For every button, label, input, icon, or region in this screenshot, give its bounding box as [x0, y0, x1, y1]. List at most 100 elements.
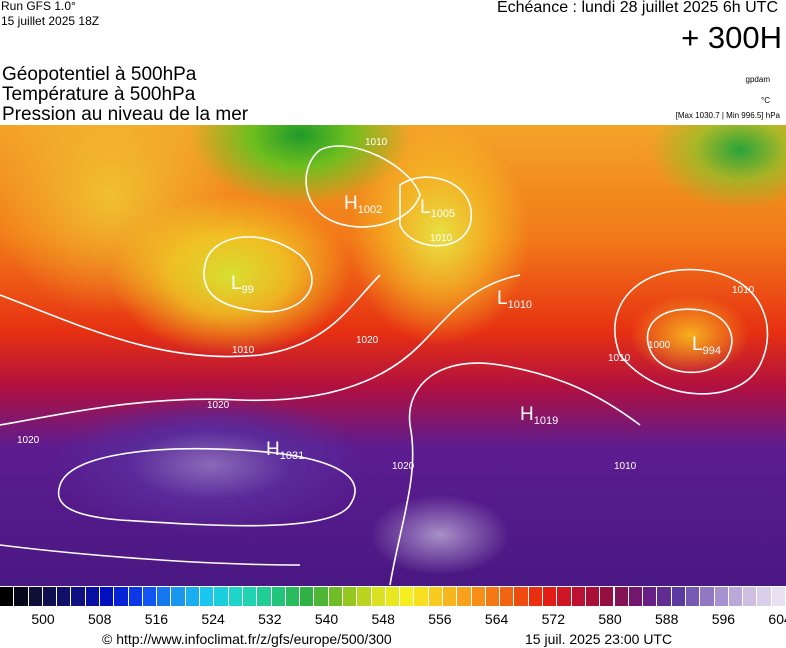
isobar-label: 1020 — [207, 400, 230, 411]
center-value: 1002 — [357, 204, 383, 216]
colorbar-label: 508 — [88, 611, 112, 627]
color-swatch — [285, 587, 300, 606]
isobar — [389, 362, 641, 586]
color-swatch — [500, 587, 514, 606]
center-value: 99 — [241, 284, 254, 296]
isobar-label: 1020 — [392, 461, 415, 472]
color-swatch — [400, 587, 414, 606]
colorbar-label: 572 — [541, 611, 565, 627]
color-swatch — [228, 587, 242, 606]
isobar-label: 1020 — [356, 335, 379, 346]
color-swatch — [743, 587, 757, 606]
color-swatch — [471, 587, 485, 606]
center-letter: H — [344, 193, 358, 214]
center-value: 1010 — [507, 299, 533, 311]
color-swatch — [257, 587, 271, 606]
isobar-label: 1010 — [430, 233, 453, 244]
run-date: 15 juillet 2025 18Z — [1, 14, 100, 28]
color-swatch — [757, 587, 771, 606]
color-swatch — [714, 587, 728, 606]
color-swatch — [57, 587, 71, 606]
center-letter: L — [692, 334, 703, 355]
isobar-label: 1020 — [17, 435, 40, 446]
color-swatch — [771, 587, 785, 606]
color-swatch — [371, 587, 385, 606]
color-swatch — [628, 587, 643, 606]
isobar — [203, 236, 313, 313]
color-swatch — [171, 587, 185, 606]
color-swatch — [128, 587, 142, 606]
color-swatch — [28, 587, 42, 606]
color-swatch — [100, 587, 114, 606]
colorbar-label: 500 — [31, 611, 55, 627]
issued: 15 juil. 2025 23:00 UTC — [525, 631, 673, 647]
isobar-label: 1000 — [648, 340, 671, 351]
center-value: 1019 — [533, 415, 559, 427]
color-swatch — [185, 587, 200, 606]
color-swatch — [142, 587, 157, 606]
isobar — [305, 145, 421, 228]
title: Pression au niveau de la mer — [2, 104, 249, 125]
colorbar-label: 564 — [484, 611, 509, 627]
color-swatch — [614, 587, 628, 606]
color-swatch — [200, 587, 214, 606]
color-swatch — [0, 587, 14, 606]
color-swatch — [457, 587, 471, 606]
isobar-label: 1010 — [608, 353, 631, 364]
color-swatch — [600, 587, 614, 606]
unit: [Max 1030.7 | Min 996.5] hPa — [675, 111, 780, 120]
colorbar-label: 580 — [598, 611, 622, 627]
isobar — [57, 448, 356, 527]
color-swatch — [157, 587, 171, 606]
unit: gpdam — [745, 75, 770, 84]
color-swatch — [114, 587, 128, 606]
center-letter: L — [231, 273, 242, 294]
color-swatch — [414, 587, 428, 606]
colorbar-label: 524 — [201, 611, 225, 627]
isobar-label: 1010 — [232, 345, 255, 356]
color-swatch — [214, 587, 228, 606]
color-swatch — [443, 587, 457, 606]
colorbar-label: 556 — [428, 611, 452, 627]
forecast-time: Échéance : lundi 28 juillet 2025 6h UTC — [496, 0, 778, 16]
source: © http://www.infoclimat.fr/z/gfs/europe/… — [102, 631, 392, 647]
color-swatch — [700, 587, 714, 606]
title: Température à 500hPa — [2, 84, 196, 105]
colorbar-label: 596 — [711, 611, 736, 627]
isobars — [0, 145, 769, 586]
color-swatch — [385, 587, 400, 606]
isobar-label: 1010 — [365, 137, 388, 148]
center-letter: L — [497, 288, 508, 309]
isobar-label: 1010 — [614, 461, 637, 472]
color-swatch — [528, 587, 543, 606]
color-swatch — [428, 587, 442, 606]
color-swatch — [585, 587, 600, 606]
color-swatch — [242, 587, 257, 606]
lead-time: + 300H — [681, 20, 782, 55]
color-swatch — [271, 587, 285, 606]
pressure-center: H1019 — [520, 404, 558, 427]
isobar — [0, 544, 301, 566]
colorbar-label: 516 — [144, 611, 169, 627]
center-value: 1005 — [430, 208, 456, 220]
color-swatch — [14, 587, 28, 606]
pressure-center: H1002 — [344, 193, 382, 216]
color-swatch — [71, 587, 85, 606]
color-swatch — [85, 587, 100, 606]
isobar — [614, 268, 769, 395]
colorbar-label: 540 — [314, 611, 339, 627]
isobar — [399, 176, 473, 247]
center-value: 1031 — [279, 450, 305, 462]
pressure-center: L1005 — [420, 197, 455, 220]
map: H1002 L1005 L99 L1010 L994 H1019 H1031 1010 1010… — [0, 125, 786, 586]
color-swatch — [357, 587, 371, 606]
color-swatch — [514, 587, 528, 606]
title: Géopotentiel à 500hPa — [2, 64, 197, 85]
color-swatch — [328, 587, 342, 606]
colorbar-label: 532 — [258, 611, 282, 627]
color-swatch — [42, 587, 57, 606]
isobar — [646, 308, 733, 374]
center-letter: H — [520, 404, 534, 425]
color-swatch — [643, 587, 657, 606]
isobar — [0, 274, 521, 426]
